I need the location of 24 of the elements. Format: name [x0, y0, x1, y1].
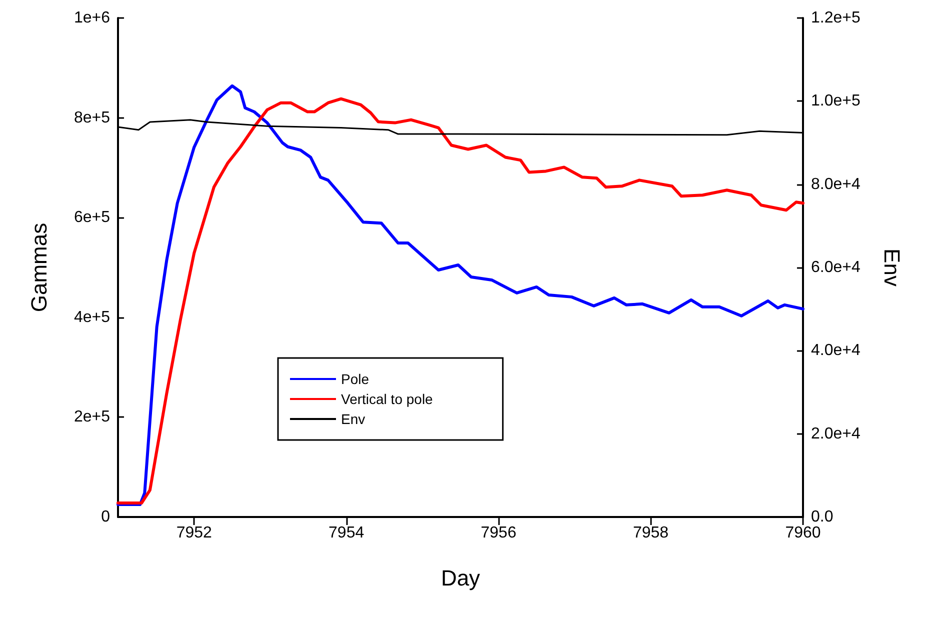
- x-tick-label: 7954: [328, 524, 364, 542]
- x-axis-title: Day: [440, 566, 480, 590]
- y-axis-title: Gammas: [26, 222, 52, 312]
- legend-label: Env: [341, 411, 366, 427]
- y-tick-label: 0: [101, 508, 110, 526]
- y2-tick-label: 2.0e+4: [811, 425, 860, 442]
- y2-tick-label: 6.0e+4: [811, 259, 860, 276]
- y2-tick-label: 1.0e+5: [811, 92, 860, 110]
- y2-tick-label: 1.2e+5: [811, 10, 860, 26]
- legend-label: Vertical to pole: [341, 391, 434, 407]
- x-tick-label: 7958: [632, 524, 669, 542]
- y-tick-label: 6e+5: [74, 209, 110, 226]
- y-tick-label: 8e+5: [74, 109, 110, 126]
- y-tick-label: 1e+6: [74, 10, 110, 26]
- legend-label: Pole: [341, 371, 370, 387]
- x-tick-label: 7956: [480, 524, 516, 542]
- y-tick-label: 4e+5: [74, 308, 110, 326]
- y-tick-label: 2e+5: [74, 408, 110, 426]
- y2-tick-label: 0.0: [811, 508, 834, 526]
- y2-tick-label: 8.0e+4: [811, 176, 860, 193]
- x-tick-label: 7952: [176, 524, 212, 542]
- y2-tick-label: 4.0e+4: [811, 342, 860, 360]
- x-tick-label: 7960: [785, 524, 821, 542]
- y2-axis-title: Env: [880, 248, 904, 286]
